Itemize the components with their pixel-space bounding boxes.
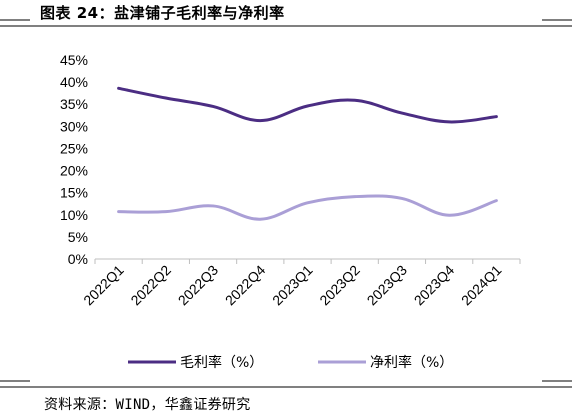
series-line-gross-margin xyxy=(117,86,498,124)
source-note: 资料来源：WIND，华鑫证券研究 xyxy=(44,397,251,413)
legend: 毛利率（%） 净利率（%） xyxy=(128,354,453,371)
series-line-net-margin xyxy=(117,194,498,221)
series-lines xyxy=(117,86,498,221)
x-tick-label: 2023Q2 xyxy=(316,262,363,309)
y-tick-label: 40% xyxy=(60,74,88,90)
x-tick-label: 2022Q2 xyxy=(127,262,174,309)
legend-label: 净利率（%） xyxy=(370,354,453,371)
x-tick-label: 2022Q4 xyxy=(222,262,269,309)
x-axis-ticks: 2022Q1 2022Q2 2022Q3 2022Q4 2023Q1 2023Q2 2023… xyxy=(80,259,521,309)
y-tick-label: 5% xyxy=(68,229,88,245)
chart-title: 图表 24：盐津铺子毛利率与净利率 xyxy=(40,4,285,22)
y-tick-label: 25% xyxy=(60,140,88,156)
y-tick-label: 35% xyxy=(60,96,88,112)
y-tick-label: 20% xyxy=(60,163,88,179)
x-tick-label: 2022Q1 xyxy=(80,262,127,309)
y-tick-label: 30% xyxy=(60,118,88,134)
x-tick-label: 2023Q3 xyxy=(364,262,411,309)
y-axis-ticks: 0% 5% 10% 15% 20% 25% 30% 35% 40% 45% xyxy=(60,52,88,267)
x-tick-label: 2024Q1 xyxy=(458,262,505,309)
legend-label: 毛利率（%） xyxy=(180,354,263,371)
x-tick-label: 2023Q4 xyxy=(411,262,458,309)
x-tick-label: 2023Q1 xyxy=(269,262,316,309)
y-tick-label: 0% xyxy=(68,251,88,267)
y-tick-label: 10% xyxy=(60,207,88,223)
y-tick-label: 15% xyxy=(60,185,88,201)
x-tick-label: 2022Q3 xyxy=(175,262,222,309)
y-tick-label: 45% xyxy=(60,52,88,68)
